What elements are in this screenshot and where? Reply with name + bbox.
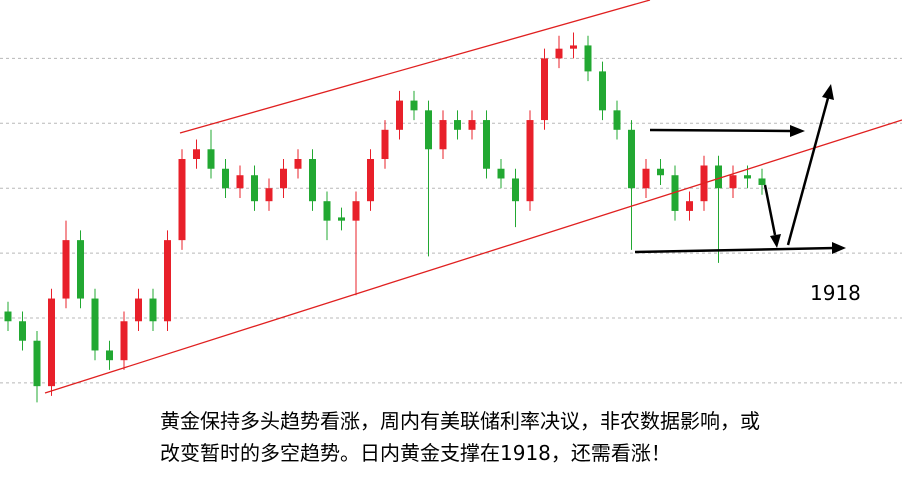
candle-body xyxy=(555,48,563,59)
candle-body xyxy=(280,168,287,189)
candle-body xyxy=(642,168,650,189)
candle-body xyxy=(613,110,621,130)
candle-body xyxy=(294,159,302,169)
candle-body xyxy=(62,240,70,299)
support-arrow xyxy=(634,246,836,254)
candle-body xyxy=(584,45,592,72)
channel-upper xyxy=(179,0,651,134)
candle-body xyxy=(323,201,331,221)
candle-body xyxy=(222,168,229,189)
projection-up xyxy=(786,97,830,246)
support-level-label: 1918 xyxy=(810,281,861,305)
candle-body xyxy=(48,298,55,387)
comment-line: 改变暂时的多空趋势。日内黄金支撑在1918，还需看涨！ xyxy=(160,441,671,465)
candle-body xyxy=(671,175,679,211)
candle-body xyxy=(657,168,664,176)
candle-body xyxy=(686,201,693,211)
candle-body xyxy=(207,149,215,169)
candle-body xyxy=(352,201,360,221)
arrow-head xyxy=(770,234,781,248)
candle-body xyxy=(367,159,374,202)
candle-body xyxy=(758,178,766,185)
candle-body xyxy=(164,240,171,322)
candle-body xyxy=(120,321,128,361)
candle-body xyxy=(512,178,519,202)
projection-down xyxy=(763,184,777,236)
candle-body xyxy=(19,321,26,341)
candle-body xyxy=(541,58,548,121)
candle-body xyxy=(149,298,157,322)
candle-body xyxy=(77,240,84,299)
candle-body xyxy=(4,311,12,322)
candle-body xyxy=(396,100,403,130)
candle-body xyxy=(381,129,389,160)
candle-body xyxy=(91,298,99,351)
candle-body xyxy=(497,168,505,179)
comment-line: 黄金保持多头趋势看涨，周内有美联储利率决议，非农数据影响，或 xyxy=(160,409,760,433)
candle-body xyxy=(33,340,41,387)
channel-lower xyxy=(44,119,902,394)
candle-body xyxy=(265,188,273,202)
candle-body xyxy=(410,100,418,111)
candle-body xyxy=(715,165,722,189)
candle-body xyxy=(570,45,577,49)
candle-body xyxy=(628,129,635,189)
candle-body xyxy=(193,149,200,160)
candle-body xyxy=(526,120,534,202)
candle-body xyxy=(178,159,186,241)
candle-body xyxy=(468,120,476,130)
arrow-head xyxy=(832,242,846,254)
candle-body xyxy=(106,350,113,361)
candle-body xyxy=(135,298,142,322)
candle-body xyxy=(439,120,447,150)
candle-body xyxy=(744,175,751,179)
candle-body xyxy=(251,175,258,202)
arrow-head xyxy=(822,84,834,100)
candle-body xyxy=(599,71,606,111)
candle-body xyxy=(483,120,490,169)
candle-body xyxy=(729,175,737,189)
candle-body xyxy=(454,120,461,130)
resistance-arrow xyxy=(649,128,791,133)
candle-body xyxy=(309,159,316,202)
candle-body xyxy=(425,110,432,150)
candle-body xyxy=(338,217,345,221)
candles xyxy=(4,32,766,403)
candle-body xyxy=(236,175,244,189)
arrow-head xyxy=(790,125,805,137)
